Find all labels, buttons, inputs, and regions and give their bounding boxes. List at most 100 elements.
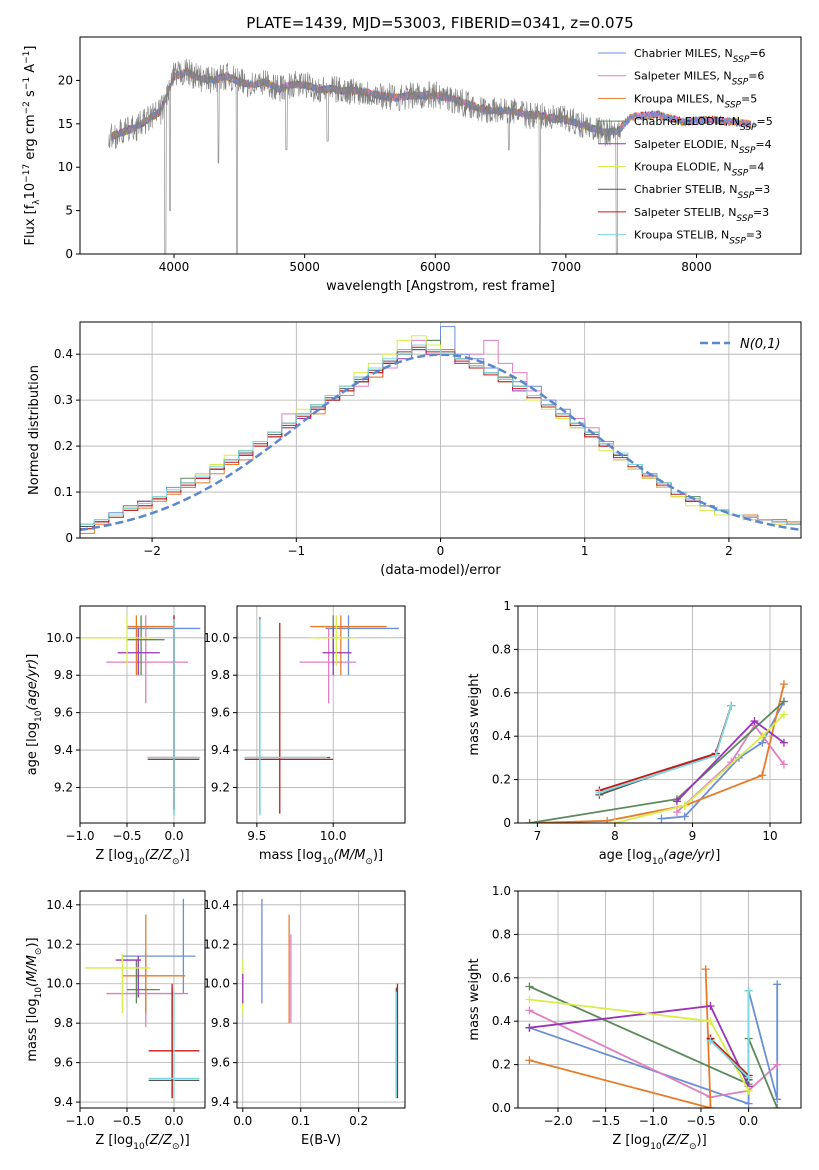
y-axis-label-part: (age/yr) bbox=[25, 659, 40, 711]
x-axis-label-part: (age/yr) bbox=[663, 848, 715, 863]
normal-curve bbox=[80, 353, 801, 532]
x-tick-label: 10.0 bbox=[320, 829, 347, 843]
legend-label-value: =5 bbox=[757, 115, 773, 128]
legend-label-text: Chabrier STELIB, N bbox=[634, 183, 738, 196]
y-tick-label: 0 bbox=[503, 816, 511, 830]
x-tick-label: 8000 bbox=[681, 260, 712, 274]
y-axis-label-part: age [ bbox=[25, 742, 40, 775]
weight-marker bbox=[773, 1060, 782, 1069]
legend-label-text: Chabrier ELODIE, N bbox=[634, 115, 740, 128]
x-axis-label-part: 10 bbox=[650, 1142, 662, 1152]
legend-label-sub: SSP bbox=[736, 214, 753, 224]
plot-area-spectrum bbox=[108, 58, 756, 254]
y-axis-label-part: )] bbox=[25, 937, 40, 947]
error-bar-point bbox=[148, 991, 200, 1099]
x-axis-label-part: mass [ bbox=[259, 848, 302, 863]
weight-marker bbox=[610, 819, 619, 823]
weight-marker bbox=[706, 1104, 715, 1108]
x-axis-label: Z [log10(Z/Z⊙)] bbox=[95, 848, 189, 867]
x-axis-label-part: ⊙ bbox=[689, 1142, 697, 1152]
x-axis-label-part: log bbox=[113, 1133, 133, 1148]
axes-frame bbox=[79, 890, 206, 1109]
plot-area-age_vs_Z bbox=[80, 615, 201, 816]
error-bar-point bbox=[117, 628, 160, 676]
x-tick-label: 7000 bbox=[551, 260, 582, 274]
error-bar-point bbox=[126, 615, 165, 676]
x-axis-label-part: )] bbox=[373, 848, 383, 863]
x-axis-label: (data-model)/error bbox=[380, 563, 501, 578]
y-tick-label: 0.2 bbox=[492, 773, 511, 787]
y-axis-label-part: −1 bbox=[22, 77, 32, 90]
weight-marker bbox=[672, 808, 681, 817]
x-tick-label: 7 bbox=[534, 829, 542, 843]
y-tick-label: 10.0 bbox=[46, 977, 73, 991]
legend-label-value: =4 bbox=[748, 161, 764, 174]
y-tick-label: 0 bbox=[65, 531, 73, 545]
x-tick-label: 8 bbox=[611, 829, 619, 843]
x-axis-label: wavelength [Angstrom, rest frame] bbox=[326, 279, 555, 294]
weight-series bbox=[672, 717, 788, 806]
y-axis-label-part: 10 bbox=[34, 987, 44, 999]
y-axis-label-part: Normed distribution bbox=[27, 365, 42, 495]
error-bar-point bbox=[299, 628, 357, 704]
x-axis-label: mass [log10(M/M⊙)] bbox=[259, 848, 383, 867]
panel-spectrum: 4000 5000 6000 7000 8000 0 5 10 15 20 wavelength [… bbox=[22, 36, 802, 294]
weight-marker bbox=[779, 760, 788, 769]
axes-frame bbox=[79, 36, 802, 255]
weight-marker bbox=[657, 814, 666, 823]
x-tick-label: 0.2 bbox=[349, 1114, 368, 1128]
x-axis-label-part: ⊙ bbox=[172, 857, 180, 867]
y-axis-label-part: −17 bbox=[22, 164, 32, 183]
legend-label: Chabrier STELIB, NSSP=3 bbox=[634, 183, 770, 201]
y-tick-label: 0.4 bbox=[492, 1014, 511, 1028]
legend-label-value: =3 bbox=[746, 229, 762, 242]
weight-marker bbox=[711, 751, 720, 760]
x-tick-label: −0.5 bbox=[112, 1114, 141, 1128]
y-axis-label: Normed distribution bbox=[27, 365, 42, 495]
x-tick-label: −2.0 bbox=[543, 1114, 572, 1128]
x-axis-label-part: Z [ bbox=[612, 1133, 630, 1148]
weight-marker bbox=[706, 1017, 715, 1026]
x-tick-label: 0.0 bbox=[164, 1114, 183, 1128]
weight-series bbox=[610, 710, 788, 823]
y-axis-label-part: Flux [f bbox=[23, 204, 38, 245]
legend-label-sub: SSP bbox=[738, 191, 755, 201]
error-bar-point bbox=[310, 615, 387, 676]
weight-marker bbox=[672, 797, 681, 806]
plot-area-residuals bbox=[80, 326, 801, 534]
figure-title: PLATE=1439, MJD=53003, FIBERID=0341, z=0… bbox=[246, 14, 633, 32]
x-axis-label: age [log10(age/yr)] bbox=[599, 848, 721, 867]
weight-line bbox=[529, 969, 712, 1108]
weight-marker bbox=[779, 710, 788, 719]
y-axis-label-part: ⊙ bbox=[34, 948, 44, 956]
y-tick-label: 0.8 bbox=[492, 642, 511, 656]
weight-series bbox=[595, 701, 736, 797]
y-axis-label-part: s bbox=[23, 90, 38, 101]
error-bar-point bbox=[126, 960, 160, 1004]
x-axis-label-part: (M/M bbox=[334, 848, 366, 863]
x-axis-label-part: 10 bbox=[133, 857, 145, 867]
y-axis-label: age [log10(age/yr)] bbox=[25, 654, 44, 776]
legend-label-sub: SSP bbox=[732, 169, 749, 179]
weight-series bbox=[595, 701, 736, 795]
weight-line bbox=[614, 713, 785, 823]
y-tick-label: 9.8 bbox=[211, 668, 230, 682]
weight-marker bbox=[706, 1002, 715, 1011]
x-tick-label: −1.5 bbox=[591, 1114, 620, 1128]
plot-area-weight_vs_Z bbox=[525, 965, 782, 1108]
legend-label-sub: SSP bbox=[740, 123, 757, 133]
plot-area-mass_vs_Z bbox=[84, 898, 200, 1099]
x-tick-label: −1.0 bbox=[65, 829, 94, 843]
x-tick-label: 0 bbox=[437, 544, 445, 558]
panel-weight_vs_Z: −2.0 −1.5 −1.0 −0.5 0.0 0.0 0.2 0.4 0.6 0.8 1.0 Z [… bbox=[467, 884, 802, 1152]
weight-series bbox=[525, 995, 753, 1095]
x-tick-label: −1 bbox=[287, 544, 305, 558]
y-tick-label: 0 bbox=[65, 247, 73, 261]
weight-line bbox=[529, 700, 785, 823]
y-tick-label: 9.6 bbox=[54, 1056, 73, 1070]
error-bar-point bbox=[147, 619, 201, 816]
x-axis-label-part: 10 bbox=[652, 857, 664, 867]
x-tick-label: 9 bbox=[689, 829, 697, 843]
weight-marker bbox=[773, 980, 782, 989]
